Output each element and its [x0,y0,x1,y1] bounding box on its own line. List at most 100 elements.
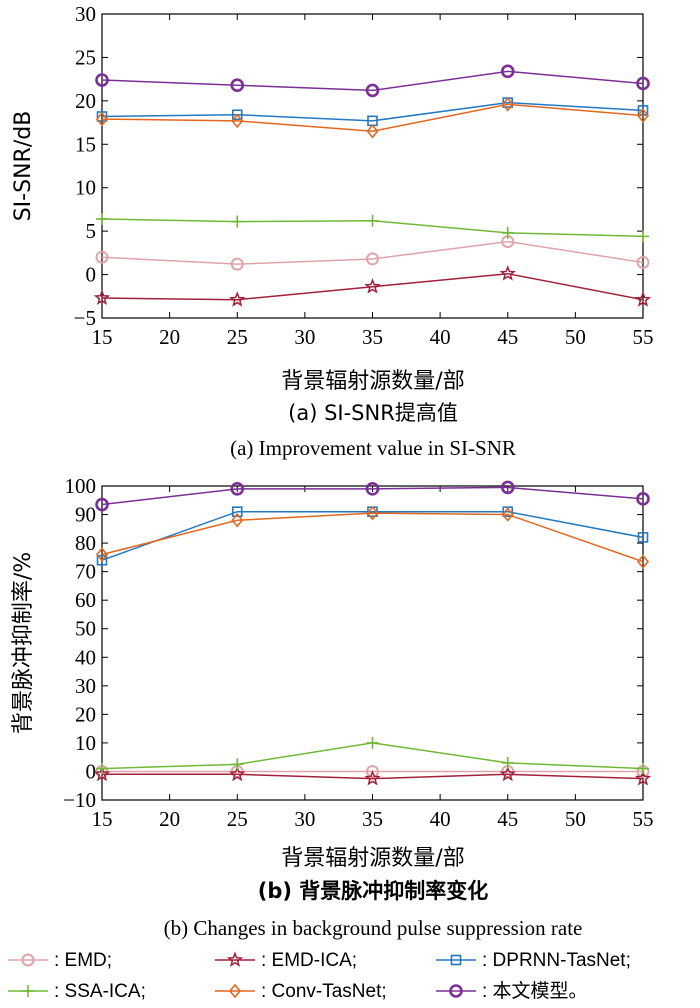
legend-marker [226,951,244,967]
chart-a-series-line [101,103,644,133]
chart-a-data-point [366,214,379,227]
chart-a-data-point [231,113,244,129]
chart-a-y-tick-label: 5 [86,219,97,243]
chart-a-x-tick-label: 20 [159,325,180,349]
chart-b-x-tick-label: 25 [227,807,248,831]
legend-marker [450,954,462,966]
chart-b-y-ticks: −10 0 10 20 30 40 50 60 70 80 90 100 [63,474,643,812]
chart-a-data-point [366,124,379,139]
chart-a-series-star [93,265,652,307]
chart-b-suppression-rate: 15 20 25 30 35 40 45 50 55 −10 0 10 20 30 40 50 60 70 80 90… [11,474,654,831]
chart-b-data-point [96,762,108,775]
chart-b-series-line [101,486,644,506]
legend-item: : Conv-TasNet; [215,981,387,1002]
chart-b-series-line [102,773,644,780]
chart-b-data-point [229,765,246,782]
chart-b-data-point [636,492,650,506]
chart-a-data-point [365,83,380,98]
chart-a-data-point [229,291,246,307]
chart-b-data-point [637,532,649,543]
captions: 背景辐射源数量/部 (a) SI-SNR提高值 (a) Improvement … [164,369,583,940]
legend-label: : Conv-TasNet; [261,981,387,1002]
chart-b-series-plus [96,736,649,775]
legend: : EMD;: EMD-ICA;: DPRNN-TasNet;: SSA-ICA… [8,950,631,1002]
chart-b-y-tick-label: 90 [75,503,96,527]
chart-b-data-point [93,765,111,782]
chart-b-data-point [231,506,243,517]
chart-a-series-diamond [95,97,650,139]
chart-a-series-circle [95,235,650,271]
chart-a-y-tick-label: 25 [75,45,96,69]
chart-b-data-point [366,505,379,521]
chart-b-x-ticks: 15 20 25 30 35 40 45 50 55 [92,486,654,831]
chart-b-y-tick-label: 70 [75,560,96,584]
chart-b-series-square [96,506,649,566]
chart-a-data-point [636,108,650,123]
chart-b-caption-cn: (b) 背景脉冲抑制率变化 [258,879,489,903]
chart-a-data-point [636,255,650,269]
chart-a-data-point [499,265,516,281]
chart-b-data-point [364,770,381,786]
chart-a-data-point [231,215,244,228]
chart-a-x-tick-label: 40 [430,325,451,349]
chart-b-series-line [101,512,644,563]
chart-a-x-tick-label: 30 [294,325,315,349]
chart-b-xlabel: 背景辐射源数量/部 [281,846,464,871]
chart-b-data-point [501,756,514,769]
chart-b-data-point [96,554,108,566]
chart-b-data-point [634,770,652,786]
chart-b-data-point [636,554,650,569]
chart-a-x-tick-label: 15 [92,325,113,349]
chart-a-y-tick-label: −5 [74,306,96,330]
chart-b-x-tick-label: 55 [633,807,654,831]
chart-a-y-ticks: −5 0 5 10 15 20 25 30 [74,2,643,330]
chart-a-series-plus [96,212,649,243]
chart-b-x-tick-label: 35 [362,807,383,831]
chart-a-data-point [93,289,111,305]
chart-b-data-point [95,497,109,512]
chart-b-y-tick-label: 40 [75,645,96,669]
chart-b-y-tick-label: 0 [86,759,97,783]
chart-b-ylabel: 背景脉冲抑制率/% [11,552,36,734]
chart-a-series-circle-bold [95,64,650,98]
chart-a-x-tick-label: 50 [565,325,586,349]
chart-b-y-tick-label: 10 [75,731,96,755]
chart-a-caption-cn: (a) SI-SNR提高值 [288,401,458,425]
chart-b-x-tick-label: 45 [497,807,518,831]
chart-b-data-point [365,482,380,496]
chart-a-ylabel: SI-SNR/dB [11,111,36,222]
chart-a-data-point [95,111,109,127]
chart-b-series-star [93,765,652,786]
legend-label: : EMD-ICA; [261,950,357,971]
chart-a-data-point [96,212,108,225]
chart-a-data-point [231,109,243,121]
chart-a-x-tick-label: 55 [633,325,654,349]
chart-a-x-tick-label: 25 [227,325,248,349]
chart-b-data-point [499,765,516,782]
chart-a-series-line [101,101,644,122]
chart-a-xlabel: 背景辐射源数量/部 [281,369,464,394]
chart-b-y-tick-label: 50 [75,617,96,641]
legend-label: : SSA-ICA; [54,981,146,1002]
chart-a-y-tick-label: 15 [75,132,96,156]
chart-a-y-tick-label: 10 [75,176,96,200]
chart-b-y-tick-label: −10 [63,788,96,812]
chart-a-data-point [501,226,514,239]
chart-a-data-point [636,76,650,91]
chart-b-data-point [95,547,109,562]
chart-a-plot-frame [101,13,644,319]
chart-b-y-tick-label: 80 [75,531,96,555]
legend-item: : DPRNN-TasNet; [436,950,631,971]
chart-a-y-tick-label: 20 [75,89,96,113]
chart-b-x-tick-label: 20 [159,807,180,831]
chart-a-si-snr: 15 20 25 30 35 40 45 50 55 −5 0 5 10 15 20 25 30 SI-SNR/d… [11,2,654,349]
legend-marker [449,984,463,998]
chart-b-data-point [366,736,379,749]
chart-a-x-ticks: 15 20 25 30 35 40 45 50 55 [92,14,654,349]
chart-a-data-point [366,252,379,266]
chart-b-data-point [500,480,515,495]
chart-b-x-tick-label: 30 [294,807,315,831]
chart-a-data-point [501,97,514,112]
chart-b-data-point [501,507,514,522]
